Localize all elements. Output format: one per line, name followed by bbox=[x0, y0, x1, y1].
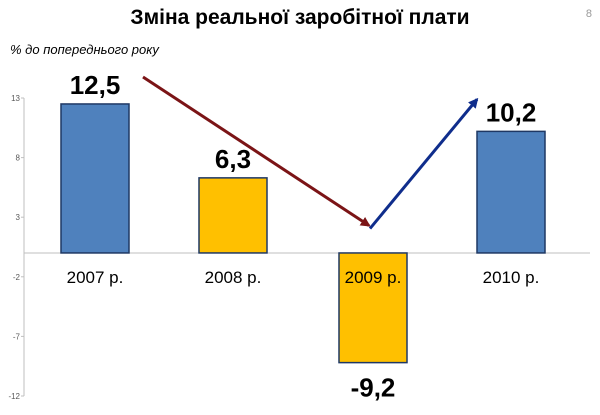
chart-title: Зміна реальної заробітної плати bbox=[130, 6, 470, 29]
y-tick-label: 13 bbox=[11, 94, 20, 103]
increase-trend-arrow bbox=[368, 97, 479, 230]
category-label: 2009 р. bbox=[345, 268, 402, 287]
category-label: 2008 р. bbox=[205, 268, 262, 287]
y-tick-label: 8 bbox=[16, 154, 21, 163]
bar bbox=[476, 130, 546, 254]
y-tick-label: -2 bbox=[13, 273, 21, 282]
category-label: 2007 р. bbox=[67, 268, 124, 287]
bar bbox=[338, 252, 408, 364]
data-label: -9,2 bbox=[351, 373, 396, 403]
bar bbox=[198, 177, 268, 254]
category-label: 2010 р. bbox=[483, 268, 540, 287]
data-label: 10,2 bbox=[486, 97, 537, 127]
y-axis-unit-label: % до попереднього року bbox=[10, 42, 159, 57]
y-tick-label: -7 bbox=[13, 332, 21, 341]
bar bbox=[60, 103, 130, 254]
data-label: 6,3 bbox=[215, 144, 251, 174]
y-tick-label: 3 bbox=[16, 213, 21, 222]
data-label: 12,5 bbox=[70, 70, 121, 100]
decrease-trend-arrow bbox=[142, 75, 371, 227]
y-tick-label: -12 bbox=[8, 392, 20, 401]
page-number: 8 bbox=[585, 8, 592, 20]
